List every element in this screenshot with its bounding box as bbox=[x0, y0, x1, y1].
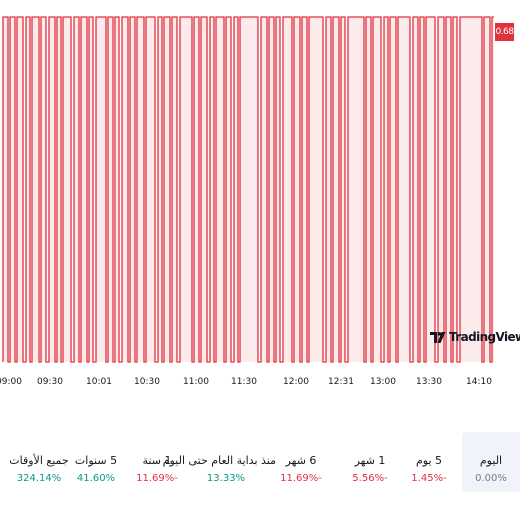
performance-period-button[interactable]: منذ بداية العام حتى اليوم 13.33% bbox=[162, 432, 276, 492]
time-tick-label: 11:00 bbox=[183, 377, 209, 387]
performance-period-button[interactable]: اليوم 0.00% bbox=[462, 432, 520, 492]
time-tick-label: 11:30 bbox=[231, 377, 257, 387]
period-label: اليوم bbox=[479, 454, 503, 467]
period-label: 1 شهر bbox=[354, 454, 386, 467]
time-tick-label: 09:00 bbox=[0, 377, 22, 387]
time-tick-label: 12:00 bbox=[283, 377, 309, 387]
period-label: 5 سنوات bbox=[74, 454, 118, 467]
period-label: 1 سنة bbox=[142, 454, 172, 467]
period-change-value: 11.69%- bbox=[136, 473, 178, 484]
period-change-value: 5.56%- bbox=[352, 473, 388, 484]
current-price-badge: 0.68 bbox=[495, 23, 514, 41]
period-label: 5 يوم bbox=[415, 454, 443, 467]
period-change-value: 41.60% bbox=[76, 473, 116, 484]
time-tick-label: 09:30 bbox=[37, 377, 63, 387]
performance-periods: اليوم 0.00% 5 يوم 1.45%- 1 شهر 5.56%- 6 شهر 11.… bbox=[0, 432, 520, 492]
time-tick-label: 10:30 bbox=[134, 377, 160, 387]
time-axis: 09:00 09:30 10:01 10:30 11:00 11:30 12:00 12:31… bbox=[0, 372, 520, 392]
time-tick-label: 13:30 bbox=[416, 377, 442, 387]
price-line-plot bbox=[2, 16, 494, 363]
tradingview-icon bbox=[430, 331, 446, 343]
time-tick-label: 14:10 bbox=[466, 377, 492, 387]
period-change-value: 0.00% bbox=[475, 473, 507, 484]
tradingview-logo-text: TradingView bbox=[449, 330, 520, 344]
performance-period-button[interactable]: جميع الأوقات 324.14% bbox=[8, 432, 70, 492]
period-change-value: 324.14% bbox=[16, 473, 62, 484]
period-label: جميع الأوقات bbox=[9, 454, 69, 467]
performance-period-button[interactable]: 6 شهر 11.69%- bbox=[271, 432, 331, 492]
time-tick-label: 10:01 bbox=[86, 377, 112, 387]
period-change-value: 1.45%- bbox=[411, 473, 447, 484]
price-chart[interactable]: 0.68 TradingView bbox=[0, 0, 520, 372]
time-tick-label: 12:31 bbox=[328, 377, 354, 387]
performance-period-button[interactable]: 5 يوم 1.45%- bbox=[399, 432, 459, 492]
period-change-value: 11.69%- bbox=[280, 473, 322, 484]
tradingview-logo[interactable]: TradingView bbox=[430, 330, 520, 344]
performance-period-button[interactable]: 5 سنوات 41.60% bbox=[65, 432, 127, 492]
time-tick-label: 13:00 bbox=[370, 377, 396, 387]
price-area-fill bbox=[3, 17, 494, 362]
performance-period-button[interactable]: 1 شهر 5.56%- bbox=[340, 432, 400, 492]
period-change-value: 13.33% bbox=[206, 473, 246, 484]
period-label: 6 شهر bbox=[285, 454, 317, 467]
price-line bbox=[2, 16, 494, 363]
period-label: منذ بداية العام حتى اليوم bbox=[162, 454, 276, 467]
performance-period-button[interactable]: 1 سنة 11.69%- bbox=[127, 432, 187, 492]
